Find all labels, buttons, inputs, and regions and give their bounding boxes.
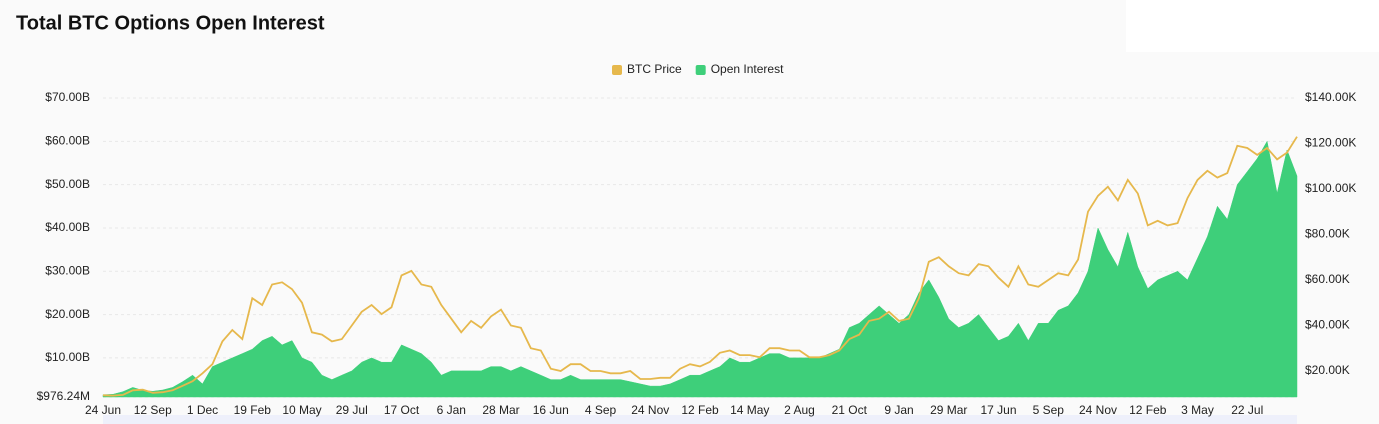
x-tick-label: 24 Nov: [631, 403, 669, 417]
legend-swatch: [695, 65, 706, 75]
x-tick-label: 12 Sep: [134, 403, 172, 417]
y-tick-label: $976.24M: [37, 389, 90, 403]
header-box: [1126, 0, 1379, 52]
y2-tick-label: $80.00K: [1305, 227, 1350, 241]
zoom-bar: [103, 415, 1297, 424]
x-tick-label: 22 Jul: [1231, 403, 1263, 417]
y-tick-label: $10.00B: [45, 350, 90, 364]
x-tick-label: 17 Jun: [980, 403, 1016, 417]
x-tick-label: 29 Jul: [336, 403, 368, 417]
y2-tick-label: $140.00K: [1305, 90, 1356, 104]
legend-label: Open Interest: [711, 62, 784, 76]
x-tick-label: 2 Aug: [784, 403, 815, 417]
x-tick-label: 24 Jun: [85, 403, 121, 417]
x-tick-label: 3 May: [1181, 403, 1214, 417]
x-tick-label: 28 Mar: [482, 403, 519, 417]
x-tick-label: 17 Oct: [384, 403, 420, 417]
y2-tick-label: $20.00K: [1305, 363, 1350, 377]
x-tick-label: 10 May: [282, 403, 321, 417]
x-tick-label: 29 Mar: [930, 403, 967, 417]
x-tick-label: 14 May: [730, 403, 769, 417]
legend-label: BTC Price: [627, 62, 682, 76]
x-tick-label: 1 Dec: [187, 403, 218, 417]
x-tick-label: 5 Sep: [1033, 403, 1065, 417]
y-tick-label: $60.00B: [45, 133, 90, 147]
x-tick-label: 4 Sep: [585, 403, 617, 417]
y-tick-label: $50.00B: [45, 177, 90, 191]
y-tick-label: $20.00B: [45, 307, 90, 321]
x-tick-label: 6 Jan: [437, 403, 466, 417]
y2-tick-label: $60.00K: [1305, 272, 1350, 286]
chart-title: Total BTC Options Open Interest: [16, 12, 325, 34]
x-tick-label: 12 Feb: [681, 403, 719, 417]
x-tick-label: 9 Jan: [884, 403, 913, 417]
y2-tick-label: $100.00K: [1305, 181, 1356, 195]
x-tick-label: 12 Feb: [1129, 403, 1167, 417]
y2-tick-label: $40.00K: [1305, 318, 1350, 332]
y-tick-label: $30.00B: [45, 263, 90, 277]
legend-swatch: [612, 65, 622, 75]
x-tick-label: 21 Oct: [832, 403, 868, 417]
price-line: [102, 136, 1298, 397]
x-tick-label: 19 Feb: [234, 403, 272, 417]
y2-tick-label: $120.00K: [1305, 136, 1356, 150]
y-tick-label: $70.00B: [45, 90, 90, 104]
oi-area: [102, 140, 1298, 398]
x-tick-label: 16 Jun: [533, 403, 569, 417]
y-tick-label: $40.00B: [45, 220, 90, 234]
x-tick-label: 24 Nov: [1079, 403, 1117, 417]
